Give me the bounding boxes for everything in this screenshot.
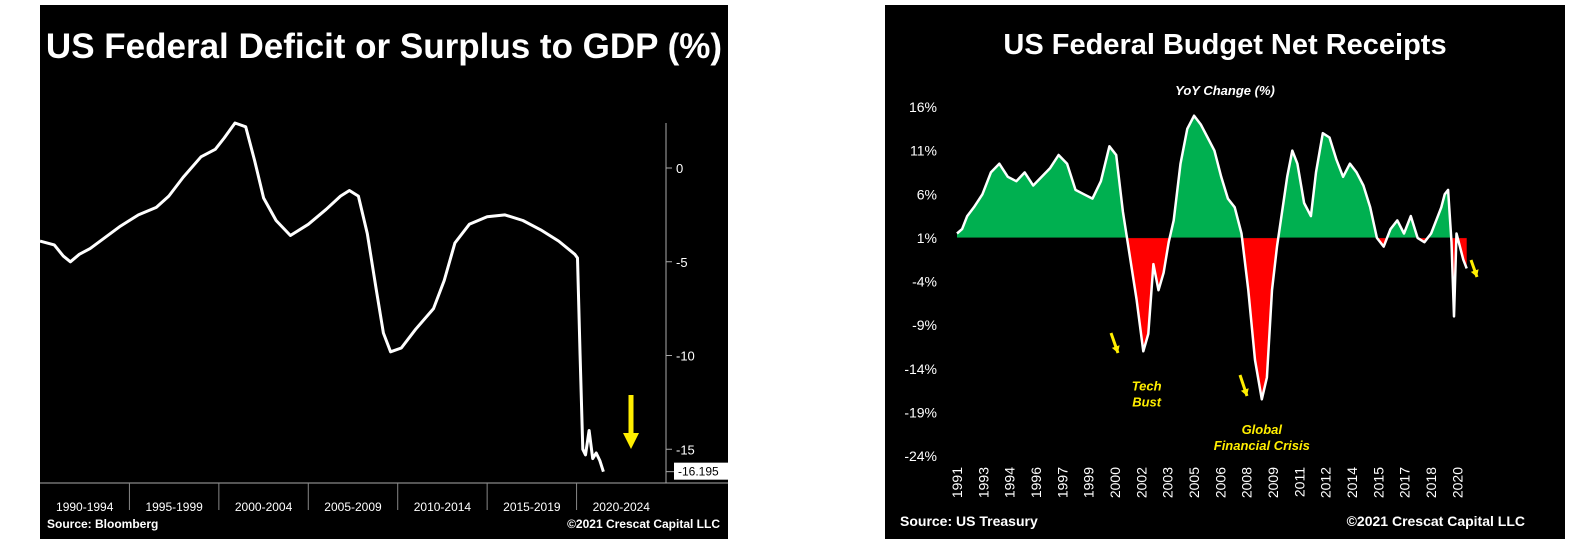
right-y-tick-label: -14% — [904, 361, 937, 377]
right-x-tick-label: 1996 — [1028, 467, 1044, 498]
right-x-tick-label: 2000 — [1107, 467, 1123, 498]
right-source-label: Source: US Treasury — [900, 513, 1038, 529]
right-x-tick-label: 1991 — [949, 467, 965, 498]
right-x-tick-label: 1999 — [1081, 467, 1097, 498]
right-x-tick-label: 2009 — [1265, 467, 1281, 498]
left-y-tick-label: -10 — [676, 349, 695, 364]
left-x-tick-label: 2015-2019 — [503, 500, 561, 514]
right-x-tick-label: 2002 — [1133, 467, 1149, 498]
right-x-tick-label: 2008 — [1239, 467, 1255, 498]
right-x-tick-label: 2006 — [1212, 467, 1228, 498]
right-y-tick-label: -24% — [904, 448, 937, 464]
left-x-tick-label: 2010-2014 — [414, 500, 472, 514]
right-annotation-label: Global — [1242, 422, 1283, 437]
right-annotation-label: Bust — [1132, 395, 1162, 410]
right-y-tick-label: 11% — [910, 143, 937, 159]
right-y-tick-label: 1% — [917, 230, 937, 246]
right-y-tick-label: 6% — [917, 186, 937, 202]
left-x-tick-label: 2000-2004 — [235, 500, 293, 514]
left-y-tick-label: -5 — [676, 255, 688, 270]
left-y-tick-label: -15 — [676, 442, 695, 457]
tech-bust-arrow-icon-head — [1111, 345, 1120, 353]
left-x-tick-label: 2005-2009 — [324, 500, 382, 514]
right-positive-area — [957, 115, 1458, 238]
right-x-tick-label: 2012 — [1318, 467, 1334, 498]
left-x-tick-label: 1995-1999 — [145, 500, 203, 514]
left-chart-panel: US Federal Deficit or Surplus to GDP (%)… — [40, 5, 728, 539]
left-last-value-box — [674, 462, 728, 480]
left-x-tick-label: 2020-2024 — [593, 500, 651, 514]
right-x-tick-label: 2003 — [1160, 467, 1176, 498]
right-copyright-label: ©2021 Crescat Capital LLC — [1346, 513, 1525, 529]
left-chart-title: US Federal Deficit or Surplus to GDP (%) — [45, 27, 723, 66]
right-x-tick-label: 2017 — [1397, 467, 1413, 498]
right-x-tick-label: 2005 — [1186, 467, 1202, 498]
financial-crisis-arrow-icon-head — [1240, 388, 1249, 396]
left-source-label: Source: Bloomberg — [47, 517, 159, 531]
right-y-tick-label: -19% — [904, 404, 937, 420]
right-y-tick-label: 16% — [909, 99, 937, 115]
right-chart-title: US Federal Budget Net Receipts — [1003, 29, 1447, 61]
down-arrow-icon-head — [623, 433, 639, 449]
right-y-tick-label: -4% — [912, 274, 937, 290]
right-chart-svg: 16% 11% 6% 1% -4% -9% -14% -19% -24% 1991 1993 1994… — [904, 99, 1479, 498]
left-y-tick-label: 0 — [676, 161, 683, 176]
right-x-tick-label: 2020 — [1449, 467, 1465, 498]
left-chart-svg: 0 -5 -10 -15 1990-1994 1995-1999 2000-2004 2005… — [40, 121, 728, 514]
right-x-tick-label: 1993 — [975, 467, 991, 498]
right-annotation-label: Financial Crisis — [1214, 438, 1310, 453]
right-chart-subtitle: YoY Change (%) — [1175, 83, 1275, 98]
left-deficit-line — [40, 121, 605, 473]
right-annotation-label: Tech — [1132, 379, 1162, 394]
latest-decline-arrow-icon-head — [1470, 269, 1479, 277]
right-x-tick-label: 2015 — [1370, 467, 1386, 498]
right-y-tick-label: -9% — [912, 317, 937, 333]
right-x-tick-label: 2011 — [1291, 467, 1307, 497]
left-last-value-label: -16.195 — [678, 465, 719, 479]
right-chart-panel: US Federal Budget Net Receipts YoY Chang… — [885, 5, 1565, 539]
right-receipts-line — [956, 114, 1468, 401]
right-x-tick-label: 1997 — [1054, 467, 1070, 498]
right-x-tick-label: 1994 — [1002, 467, 1018, 498]
right-x-tick-label: 2014 — [1344, 467, 1360, 498]
left-copyright-label: ©2021 Crescat Capital LLC — [567, 517, 720, 531]
right-x-tick-label: 2018 — [1423, 467, 1439, 498]
left-x-tick-label: 1990-1994 — [56, 500, 114, 514]
